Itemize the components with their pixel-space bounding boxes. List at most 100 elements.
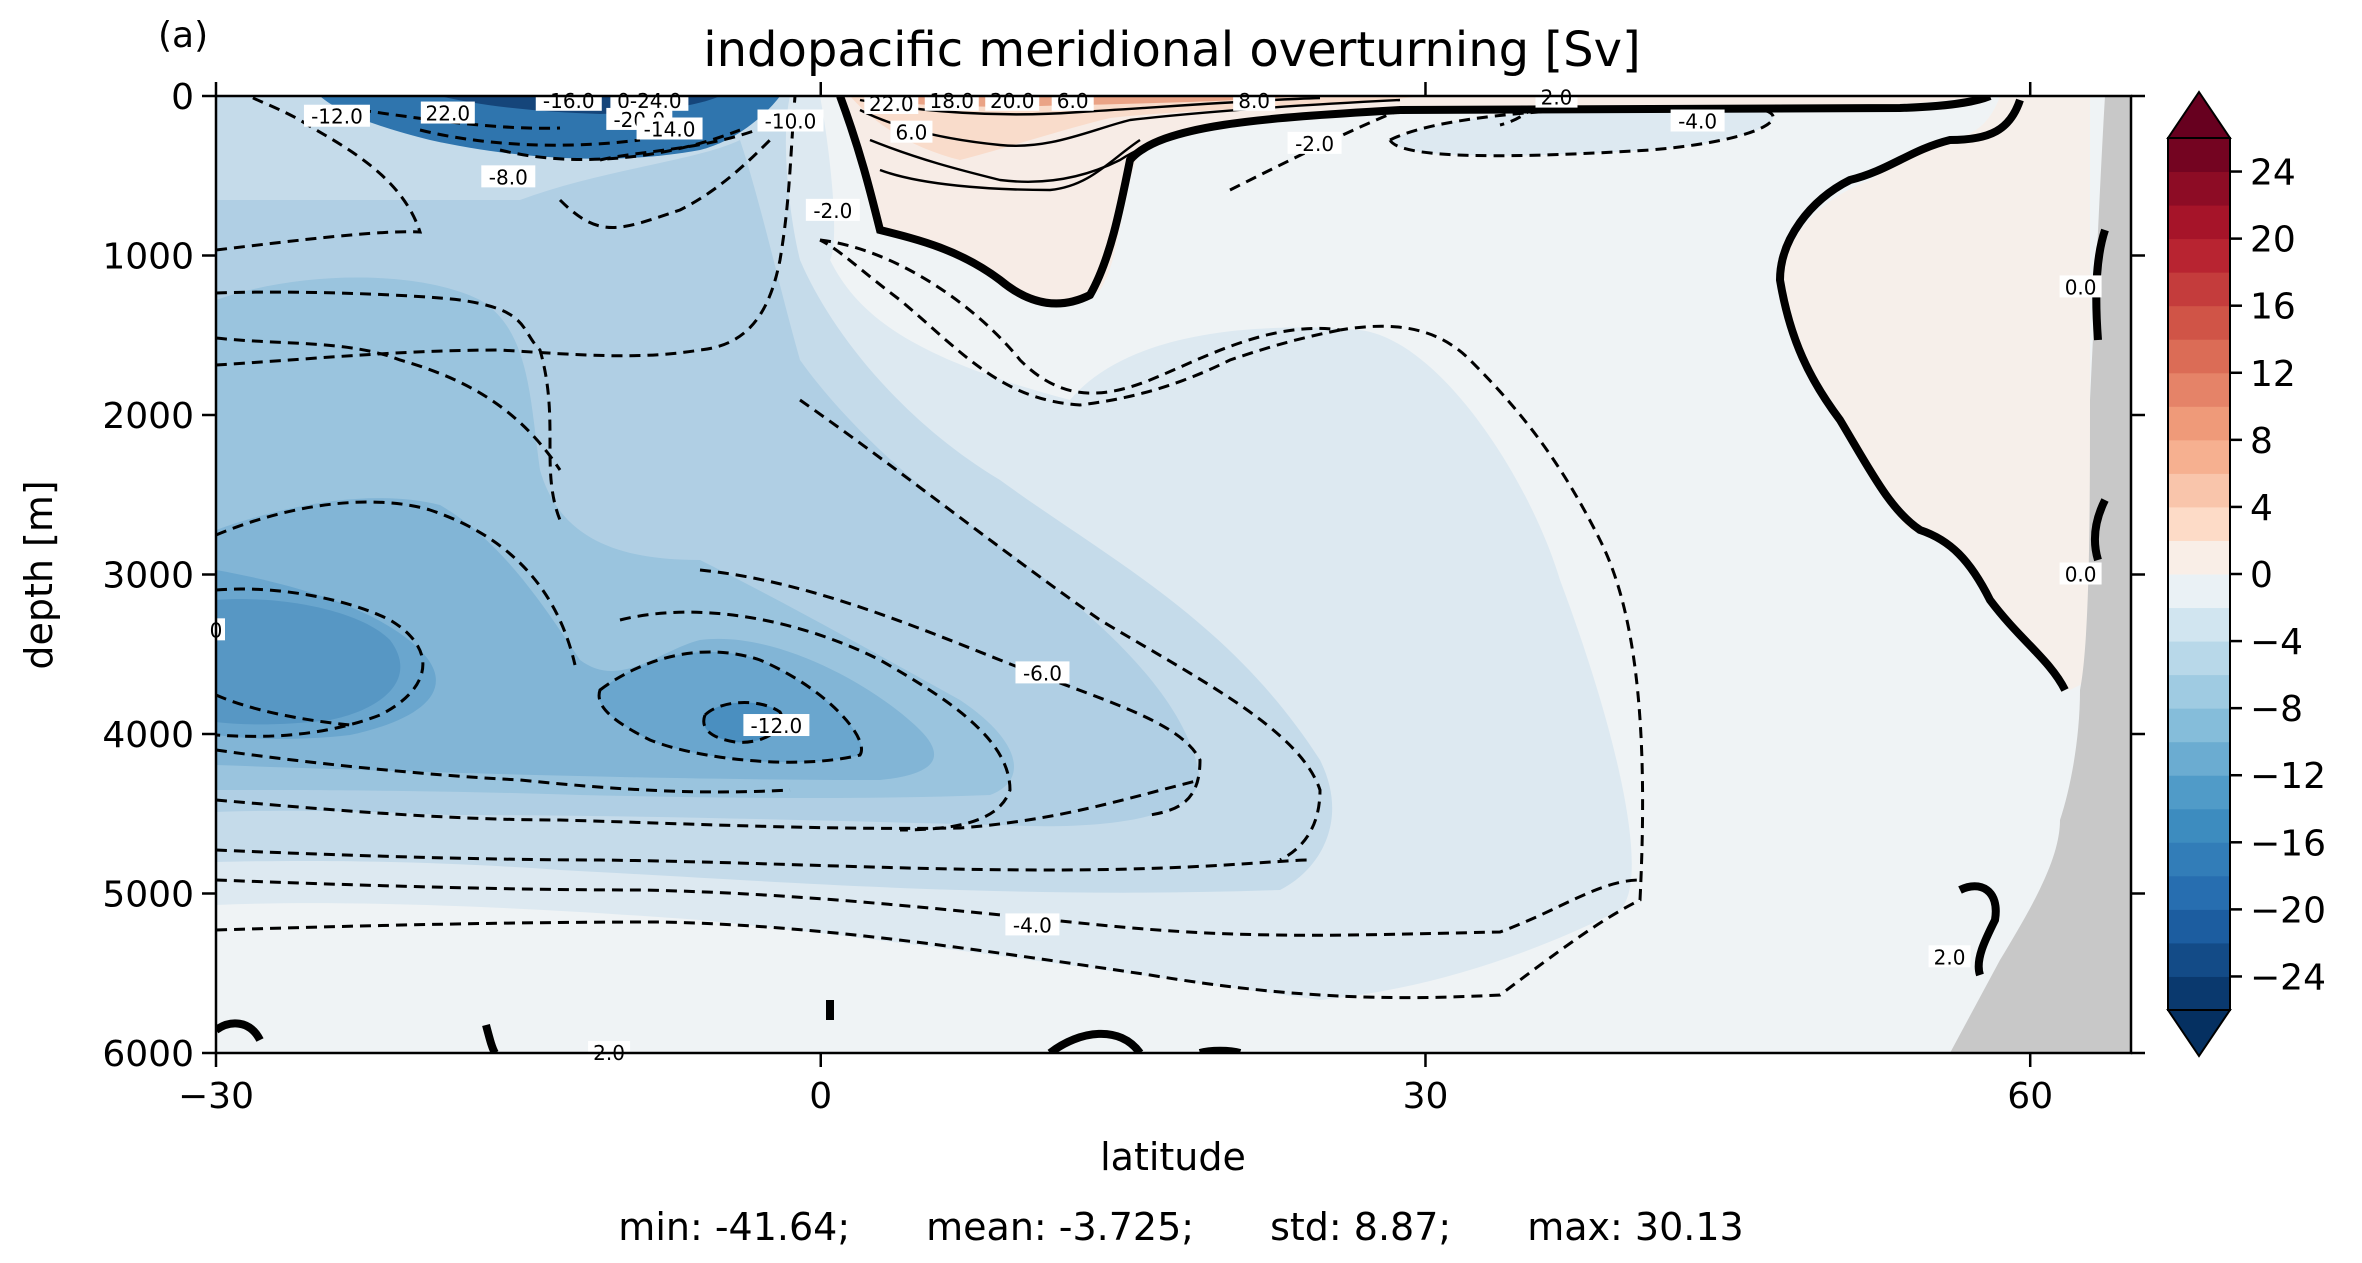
colorbar-band [2168, 942, 2230, 977]
colorbar-band [2168, 674, 2230, 709]
contour-label: -4.0 [1678, 110, 1717, 134]
contour-label: 2.0 [1541, 86, 1573, 110]
x-axis: −30 0 30 60 [178, 82, 2053, 1117]
contour-labels: -16.00-24.0-20.0-14.0-12.022.0-10.0-8.0-… [207, 85, 2102, 1065]
contour-label: -14.0 [644, 117, 696, 141]
contour-label-bg [1287, 131, 1342, 154]
stat-mean: mean: -3.725; [926, 1205, 1195, 1249]
colorbar-band [2168, 976, 2230, 1011]
stat-min: min: -41.64; [618, 1205, 851, 1249]
panel-label: (a) [158, 15, 208, 56]
colorbar-band [2168, 506, 2230, 541]
x-tick-label: 60 [2007, 1076, 2053, 1117]
colorbar-band [2168, 808, 2230, 843]
contour-label: -2.0 [813, 199, 852, 223]
colorbar-band [2168, 473, 2230, 508]
contour-label-bg [985, 88, 1040, 111]
contour-label: -6.0 [1023, 661, 1062, 685]
y-tick-label: 6000 [102, 1034, 194, 1075]
stat-std: std: 8.87; [1270, 1205, 1452, 1249]
contour-label-bg [743, 714, 810, 737]
colorbar-band [2168, 708, 2230, 743]
colorbar-tick-label: −4 [2250, 622, 2303, 663]
contour-label: 0.0 [2065, 275, 2097, 299]
colorbar-tick-label: −16 [2250, 823, 2326, 864]
stat-max: max: 30.13 [1527, 1205, 1744, 1249]
colorbar-tick-label: 0 [2250, 555, 2273, 596]
colorbar-extend-max [2166, 90, 2232, 139]
colorbar-tick-label: 20 [2250, 220, 2296, 261]
contour-label-bg [805, 198, 860, 221]
x-tick-label: −30 [178, 1076, 254, 1117]
contour-label: 8.0 [1238, 89, 1270, 113]
colorbar-band [2168, 238, 2230, 273]
colorbar-band [2168, 305, 2230, 340]
contour-label-bg [890, 120, 933, 143]
colorbar-band [2168, 607, 2230, 642]
contour-label-bg [864, 91, 919, 114]
contour-label: -8.0 [489, 165, 528, 189]
colorbar-band [2168, 741, 2230, 776]
contour-label: -2.0 [1295, 132, 1334, 156]
colorbar-band [2168, 842, 2230, 877]
contour-label-bg [2059, 562, 2102, 585]
contour-label-bg [1015, 661, 1070, 684]
land-mask [1950, 96, 2131, 1053]
contour-label: 18.0 [929, 89, 974, 113]
colorbar-band [2168, 574, 2230, 609]
colorbar-band [2168, 171, 2230, 206]
contour-label: 22.0 [426, 102, 471, 126]
contour-label-bg [420, 101, 475, 124]
colorbar-tick-label: 8 [2250, 421, 2273, 462]
contour-label-bg [1233, 88, 1276, 111]
band-positive-shallow [840, 96, 1980, 306]
contour-label: -4.0 [1013, 913, 1052, 937]
colorbar-band [2168, 205, 2230, 240]
colorbar-tick-label: −12 [2250, 756, 2326, 797]
chart-title: indopacific meridional overturning [Sv] [703, 22, 1640, 78]
y-tick-label: 2000 [102, 396, 194, 437]
colorbar-band [2168, 875, 2230, 910]
contour-label-bg [2059, 275, 2102, 298]
contour-label: -16.0 [543, 89, 595, 113]
colorbar-band [2168, 372, 2230, 407]
stats-line: min: -41.64; mean: -3.725; std: 8.87; max: … [0, 1205, 2362, 1249]
colorbar-tick-label: 4 [2250, 488, 2273, 529]
x-axis-label: latitude [1100, 1135, 1246, 1179]
contour-label-bg [1670, 109, 1725, 132]
contour-label-bg [1005, 913, 1060, 936]
colorbar-band [2168, 272, 2230, 307]
contour-label: -12.0 [751, 714, 803, 738]
x-tick-label: 30 [1403, 1076, 1449, 1117]
contour-label-bg [535, 88, 602, 111]
colorbar-tick-label: 24 [2250, 153, 2296, 194]
y-tick-label: 1000 [102, 237, 194, 278]
y-tick-label: 0 [171, 77, 194, 118]
colorbar-tick-label: 12 [2250, 354, 2296, 395]
contour-label: -12.0 [311, 105, 363, 129]
contour-label-bg [610, 88, 689, 111]
colorbar-band [2168, 439, 2230, 474]
y-tick-label: 4000 [102, 715, 194, 756]
contour-label-bg [1928, 945, 1971, 968]
y-tick-label: 5000 [102, 875, 194, 916]
colorbar-band [2168, 641, 2230, 676]
colorbar: 24 20 16 12 8 4 0 −4 −8 −12 −16 −20 −24 [2166, 90, 2326, 1058]
colorbar-extend-min [2166, 1009, 2232, 1058]
colorbar-band [2168, 339, 2230, 374]
y-axis: 0 1000 2000 3000 4000 5000 6000 [102, 77, 2145, 1075]
contour-label-bg [924, 88, 979, 111]
y-axis-label: depth [m] [17, 480, 61, 669]
colorbar-tick-label: −24 [2250, 957, 2326, 998]
y-tick-label: 3000 [102, 556, 194, 597]
band-minus14-to-minus16 [216, 599, 401, 725]
colorbar-tick-label: 16 [2250, 287, 2296, 328]
contour-label: 6.0 [1057, 89, 1089, 113]
colorbar-tick-label: −20 [2250, 890, 2326, 931]
contour-label-bg [1051, 88, 1094, 111]
colorbar-band [2168, 775, 2230, 810]
colorbar-band [2168, 909, 2230, 944]
contour-label: 20.0 [990, 89, 1035, 113]
colorbar-band [2168, 138, 2230, 173]
